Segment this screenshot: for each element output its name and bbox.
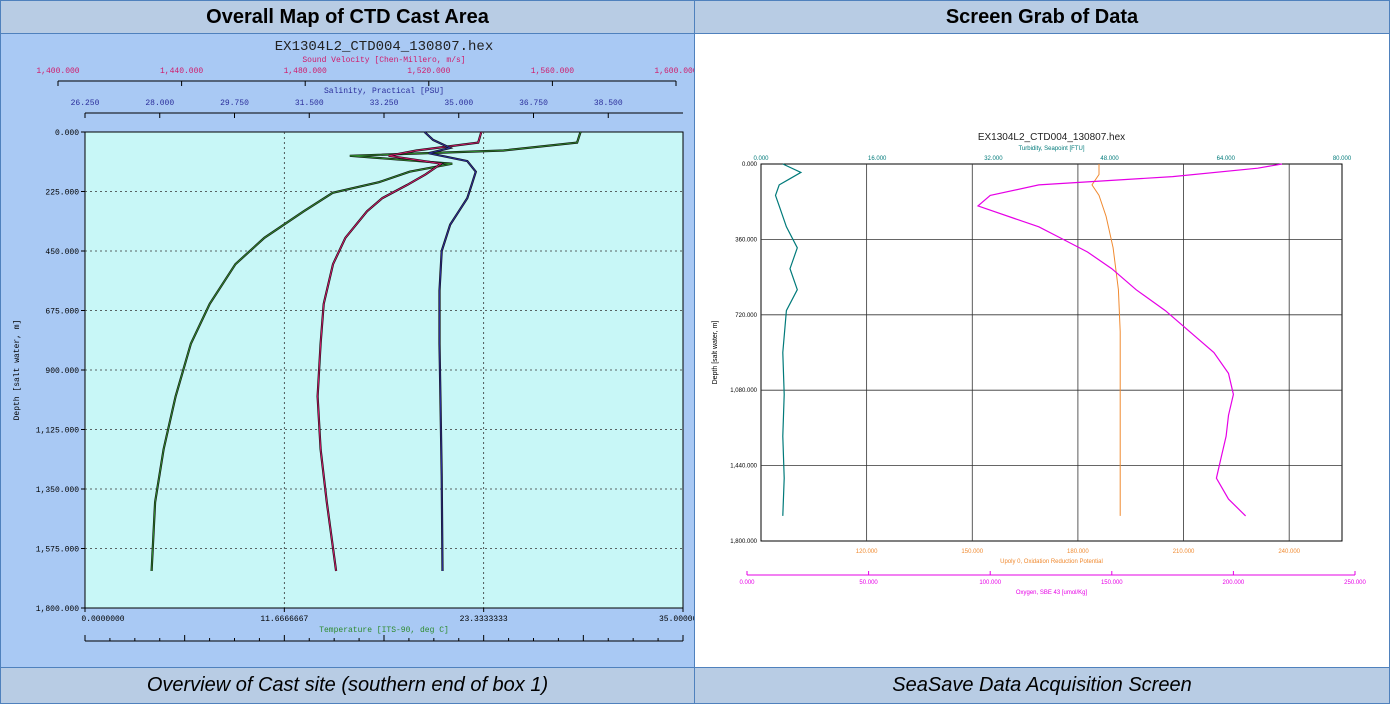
salinity-tick-label: 29.750 xyxy=(220,99,249,108)
salinity-tick-label: 33.250 xyxy=(370,99,399,108)
plot-area xyxy=(84,131,684,609)
series-turbidity-line xyxy=(774,163,803,516)
depth-tick-label: 900.000 xyxy=(45,367,79,376)
orp-tick-label: 150.000 xyxy=(961,549,983,555)
sound-velocity-tick-label: 1,560.000 xyxy=(531,67,574,76)
sound-velocity-tick-label: 1,480.000 xyxy=(284,67,327,76)
orp-tick-label: 240.000 xyxy=(1278,549,1300,555)
oxygen-tick-label: 100.000 xyxy=(979,580,1001,586)
sound-velocity-axis-label: Sound Velocity [Chen-Millero, m/s] xyxy=(302,56,465,65)
turbidity-tick-label: 64.000 xyxy=(1217,156,1236,162)
depth-tick-label: 450.000 xyxy=(45,248,79,257)
series-orp-line xyxy=(1091,164,1121,516)
salinity-tick-label: 26.250 xyxy=(71,99,100,108)
turbidity-tick-label: 0.000 xyxy=(753,156,769,162)
depth-tick-label: 720.000 xyxy=(735,313,757,319)
series-oxygen-line xyxy=(976,163,1283,517)
orp-tick-label: 180.000 xyxy=(1067,549,1089,555)
plot-area xyxy=(760,163,1343,542)
depth-axis-label: Depth [salt water, m] xyxy=(712,321,719,385)
depth-tick-label: 225.000 xyxy=(45,189,79,198)
chart-title: EX1304L2_CTD004_130807.hex xyxy=(275,39,493,55)
seasave-chart: EX1304L2_CTD004_130807.hex Turbidity, Sea… xyxy=(695,34,1389,667)
left-header: Overall Map of CTD Cast Area xyxy=(0,0,695,34)
temperature-axis-label: Temperature [ITS-90, deg C] xyxy=(319,626,449,635)
temperature-tick-label: 0.0000000 xyxy=(81,615,124,624)
depth-axis-label: Depth [salt water, m] xyxy=(13,320,22,421)
orp-axis-label: Upoly 0, Oxidation Reduction Potential xyxy=(1000,559,1103,565)
right-caption: SeaSave Data Acquisition Screen xyxy=(694,667,1390,704)
depth-tick-label: 1,575.000 xyxy=(36,546,79,555)
depth-tick-label: 0.000 xyxy=(742,162,758,168)
oxygen-axis-label: Oxygen, SBE 43 [umol/Kg] xyxy=(1016,590,1088,596)
sound-velocity-tick-label: 1,520.000 xyxy=(407,67,450,76)
depth-tick-label: 1,800.000 xyxy=(730,539,757,545)
left-image-cell: EX1304L2_CTD004_130807.hex Sound Velocity… xyxy=(0,33,695,668)
depth-tick-label: 1,125.000 xyxy=(36,427,79,436)
right-header: Screen Grab of Data xyxy=(694,0,1390,34)
oxygen-tick-label: 250.000 xyxy=(1344,580,1366,586)
depth-tick-label: 675.000 xyxy=(45,308,79,317)
depth-tick-label: 1,350.000 xyxy=(36,486,79,495)
depth-tick-label: 1,800.000 xyxy=(36,605,79,614)
oxygen-tick-label: 150.000 xyxy=(1101,580,1123,586)
turbidity-tick-label: 80.000 xyxy=(1333,156,1352,162)
temperature-tick-label: 11.6666667 xyxy=(260,615,308,624)
chart-title: EX1304L2_CTD004_130807.hex xyxy=(978,132,1125,143)
salinity-tick-label: 38.500 xyxy=(594,99,623,108)
sound-velocity-tick-label: 1,400.000 xyxy=(36,67,79,76)
oxygen-tick-label: 0.000 xyxy=(739,580,755,586)
turbidity-tick-label: 16.000 xyxy=(868,156,887,162)
salinity-tick-label: 35.000 xyxy=(444,99,473,108)
oxygen-tick-label: 200.000 xyxy=(1223,580,1245,586)
turbidity-tick-label: 32.000 xyxy=(984,156,1003,162)
left-caption: Overview of Cast site (southern end of b… xyxy=(0,667,695,704)
temperature-tick-label: 23.3333333 xyxy=(460,615,508,624)
salinity-tick-label: 28.000 xyxy=(145,99,174,108)
series-salinity-line xyxy=(424,131,477,572)
turbidity-tick-label: 48.000 xyxy=(1100,156,1119,162)
oxygen-tick-label: 50.000 xyxy=(859,580,878,586)
salinity-tick-label: 36.750 xyxy=(519,99,548,108)
depth-tick-label: 1,440.000 xyxy=(730,464,757,470)
orp-tick-label: 210.000 xyxy=(1173,549,1195,555)
depth-tick-label: 0.000 xyxy=(55,129,79,138)
series-sound_velocity-line xyxy=(317,131,482,572)
sound-velocity-tick-label: 1,440.000 xyxy=(160,67,203,76)
orp-tick-label: 120.000 xyxy=(856,549,878,555)
turbidity-axis-label: Turbidity, Seapoint [FTU] xyxy=(1018,146,1084,152)
salinity-axis-label: Salinity, Practical [PSU] xyxy=(324,87,444,96)
salinity-tick-label: 31.500 xyxy=(295,99,324,108)
sound-velocity-tick-label: 1,600.000 xyxy=(654,67,694,76)
depth-tick-label: 360.000 xyxy=(735,237,757,243)
depth-tick-label: 1,080.000 xyxy=(730,388,757,394)
temperature-tick-label: 35.0000000 xyxy=(659,615,694,624)
right-image-cell: EX1304L2_CTD004_130807.hex Turbidity, Sea… xyxy=(694,33,1390,668)
